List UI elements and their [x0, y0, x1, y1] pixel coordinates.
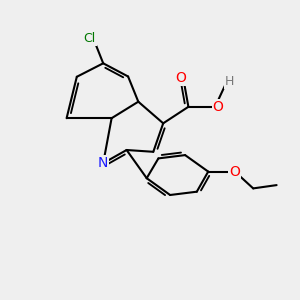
Text: H: H	[225, 75, 235, 88]
Text: N: N	[98, 156, 108, 170]
Text: Cl: Cl	[84, 32, 96, 45]
Text: O: O	[213, 100, 224, 114]
Text: O: O	[230, 165, 240, 178]
Text: O: O	[175, 71, 186, 85]
